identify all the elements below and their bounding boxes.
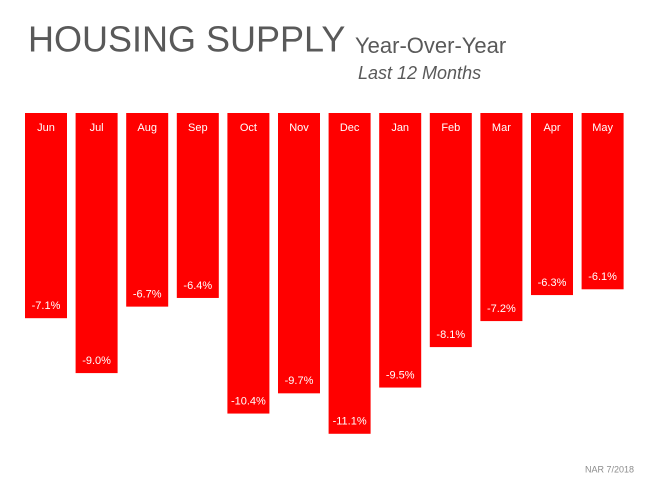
category-label: Feb [441, 122, 460, 134]
bar [581, 113, 624, 290]
bar [278, 113, 320, 394]
category-label: Aug [137, 122, 157, 134]
category-label: May [592, 122, 613, 134]
value-label: -7.2% [487, 303, 516, 315]
bar [176, 113, 219, 298]
source-note: NAR 7/2018 [585, 464, 634, 474]
bar [126, 113, 169, 307]
category-label: Nov [289, 122, 309, 134]
value-label: -6.1% [588, 271, 617, 283]
bar [429, 113, 472, 348]
value-label: -6.3% [538, 277, 567, 289]
chart-title: HOUSING SUPPLY [28, 19, 345, 60]
category-label: Jun [37, 122, 55, 134]
bar [75, 113, 118, 374]
value-label: -6.4% [183, 280, 212, 292]
value-label: -9.7% [285, 375, 314, 387]
category-label: Apr [543, 122, 560, 134]
category-label: Jan [391, 122, 409, 134]
value-label: -11.1% [333, 416, 367, 428]
value-label: -8.1% [436, 329, 465, 341]
value-label: -6.7% [133, 289, 162, 301]
bar [25, 113, 67, 319]
bar [227, 113, 270, 414]
value-label: -7.1% [32, 300, 61, 312]
value-label: -10.4% [231, 395, 266, 407]
category-label: Sep [188, 122, 208, 134]
value-label: -9.0% [82, 355, 111, 367]
bar [531, 113, 573, 296]
bar [379, 113, 422, 388]
bar [480, 113, 523, 322]
category-label: Jul [90, 122, 104, 134]
chart-subtitle: Year-Over-Year [355, 33, 506, 58]
category-label: Mar [492, 122, 511, 134]
value-label: -9.5% [386, 369, 415, 381]
category-label: Oct [240, 122, 257, 134]
bar [328, 113, 371, 434]
category-label: Dec [340, 122, 360, 134]
chart-period: Last 12 Months [358, 63, 481, 83]
